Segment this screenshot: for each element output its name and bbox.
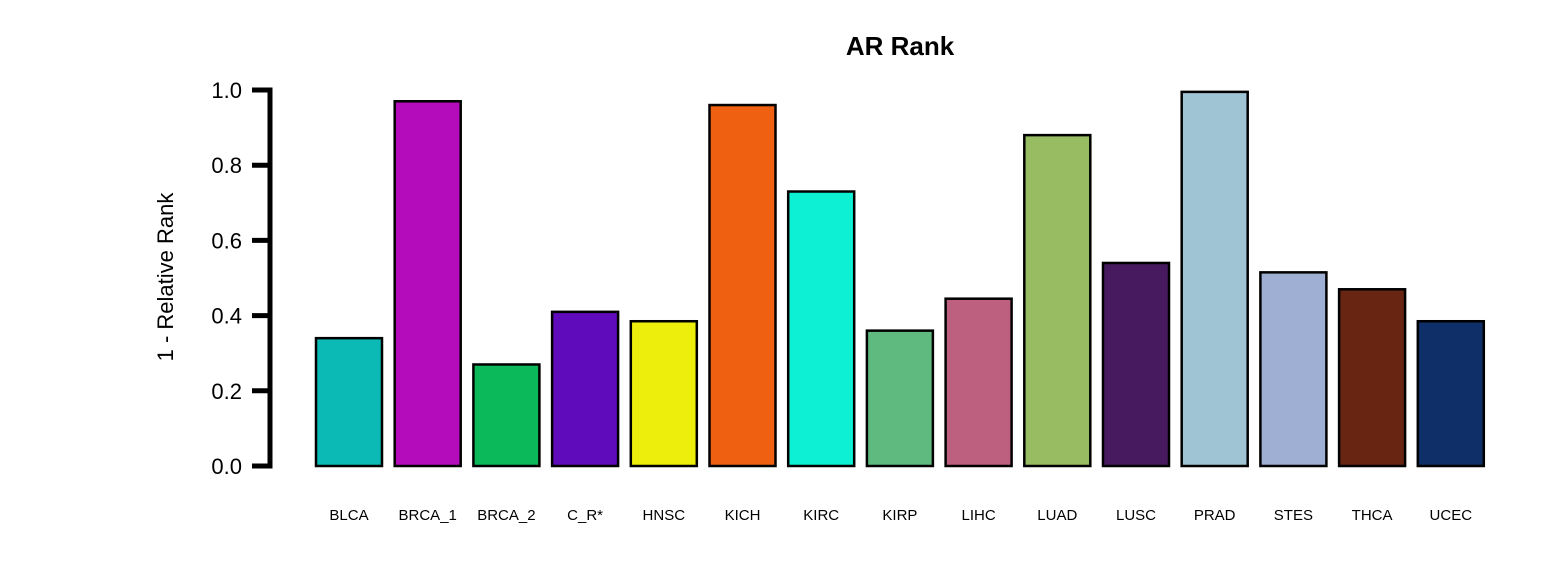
bar-blca — [314, 336, 384, 468]
y-tick-label: 0.0 — [211, 454, 242, 479]
bar-hnsc — [629, 319, 699, 468]
y-axis: 0.0 0.2 0.4 0.6 0.8 1.0 — [211, 78, 273, 479]
x-tick-labels: BLCA BRCA_1 BRCA_2 C_R* HNSC KICH KIRC KIRP LIHC… — [329, 507, 1472, 524]
bar-lihc — [944, 297, 1013, 468]
x-tick-label: THCA — [1352, 507, 1393, 524]
bar-kirc — [786, 190, 856, 468]
y-axis-label: 1 - Relative Rank — [153, 192, 178, 362]
x-tick-label: LUAD — [1037, 507, 1077, 524]
y-tick-label: 0.2 — [211, 379, 242, 404]
x-tick-label: BRCA_1 — [399, 507, 457, 524]
bar-brca-1 — [393, 100, 462, 468]
bar-ucec — [1416, 319, 1486, 468]
y-tick-label: 1.0 — [211, 78, 242, 103]
x-tick-label: LUSC — [1116, 507, 1156, 524]
x-tick-label: HNSC — [643, 507, 686, 524]
bar-brca-2 — [472, 363, 541, 468]
x-tick-label: LIHC — [962, 507, 996, 524]
x-tick-label: STES — [1274, 507, 1313, 524]
bar-kich — [708, 103, 777, 468]
bar-kirp — [865, 329, 935, 468]
y-tick-label: 0.4 — [211, 304, 242, 329]
bar-luad — [1023, 133, 1092, 468]
x-tick-label: UCEC — [1430, 507, 1473, 524]
x-tick-label: PRAD — [1194, 507, 1236, 524]
x-tick-label: KIRP — [882, 507, 917, 524]
bar-thca — [1337, 288, 1407, 468]
x-tick-label: KIRC — [803, 507, 839, 524]
bars-group — [314, 90, 1486, 468]
y-tick-label: 0.8 — [211, 153, 242, 178]
bar-prad — [1180, 90, 1249, 468]
x-tick-label: BLCA — [329, 507, 368, 524]
bar-stes — [1259, 271, 1328, 468]
x-tick-label: BRCA_2 — [477, 507, 535, 524]
y-tick-label: 0.6 — [211, 228, 242, 253]
bar-lusc — [1101, 261, 1171, 468]
bar-c-r — [550, 310, 620, 468]
x-tick-label: KICH — [725, 507, 761, 524]
chart-title: AR Rank — [846, 31, 955, 61]
x-tick-label: C_R* — [567, 507, 603, 524]
